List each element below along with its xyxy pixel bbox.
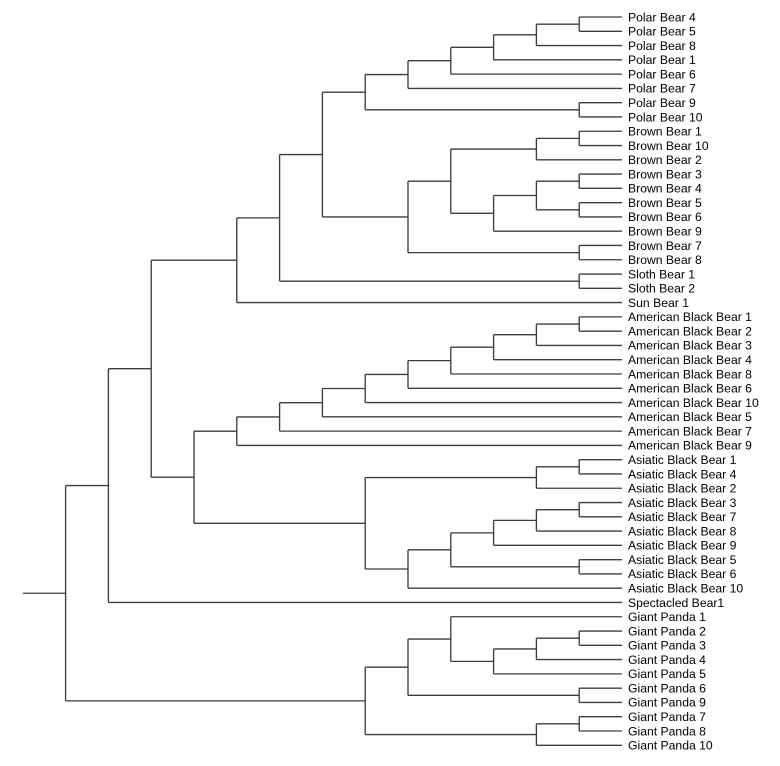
leaf-label: American Black Bear 5 — [628, 410, 752, 424]
leaf-label: Brown Bear 3 — [628, 167, 702, 181]
leaf-label: Brown Bear 1 — [628, 125, 702, 139]
leaf-label: Polar Bear 1 — [628, 53, 696, 67]
dendrogram-branches — [23, 16, 622, 746]
leaf-label: Asiatic Black Bear 9 — [628, 539, 737, 553]
leaf-label: Asiatic Black Bear 10 — [628, 582, 743, 596]
leaf-label: Giant Panda 10 — [628, 739, 713, 753]
leaf-label: Sloth Bear 2 — [628, 282, 695, 296]
leaf-label: American Black Bear 6 — [628, 382, 752, 396]
leaf-label: Giant Panda 1 — [628, 610, 706, 624]
leaf-label: Polar Bear 5 — [628, 25, 696, 39]
leaf-label: American Black Bear 8 — [628, 367, 752, 381]
leaf-label: American Black Bear 10 — [628, 396, 759, 410]
leaf-label: Giant Panda 2 — [628, 624, 706, 638]
leaf-label: Asiatic Black Bear 6 — [628, 567, 737, 581]
leaf-label: Polar Bear 6 — [628, 67, 696, 81]
leaf-label: Giant Panda 4 — [628, 653, 706, 667]
leaf-label: Asiatic Black Bear 7 — [628, 510, 737, 524]
leaf-label: Giant Panda 3 — [628, 639, 706, 653]
leaf-label: Spectacled Bear1 — [628, 596, 724, 610]
leaf-label: Brown Bear 9 — [628, 225, 702, 239]
leaf-label: Giant Panda 5 — [628, 667, 706, 681]
leaf-label: Brown Bear 7 — [628, 239, 702, 253]
leaf-label: Brown Bear 5 — [628, 196, 702, 210]
leaf-label: American Black Bear 4 — [628, 353, 752, 367]
leaf-label: Asiatic Black Bear 5 — [628, 553, 737, 567]
leaf-label: Asiatic Black Bear 1 — [628, 453, 737, 467]
leaf-label: Asiatic Black Bear 2 — [628, 482, 737, 496]
leaf-label: Giant Panda 6 — [628, 681, 706, 695]
leaf-label: Giant Panda 9 — [628, 696, 706, 710]
leaf-label: Brown Bear 10 — [628, 139, 709, 153]
leaf-label: Brown Bear 6 — [628, 210, 702, 224]
leaf-label: American Black Bear 2 — [628, 324, 752, 338]
leaf-label: Asiatic Black Bear 8 — [628, 524, 737, 538]
leaf-label: Giant Panda 7 — [628, 710, 706, 724]
leaf-label: Sloth Bear 1 — [628, 267, 695, 281]
leaf-label: American Black Bear 7 — [628, 424, 752, 438]
leaf-label: Sun Bear 1 — [628, 296, 689, 310]
leaf-label: Giant Panda 8 — [628, 724, 706, 738]
leaf-label: Brown Bear 2 — [628, 153, 702, 167]
leaf-label: Polar Bear 7 — [628, 82, 696, 96]
leaf-label: Brown Bear 8 — [628, 253, 702, 267]
leaf-label: Polar Bear 9 — [628, 96, 696, 110]
leaf-label: Polar Bear 8 — [628, 39, 696, 53]
leaf-label: American Black Bear 1 — [628, 310, 752, 324]
leaf-label: Asiatic Black Bear 3 — [628, 496, 737, 510]
leaf-label: American Black Bear 3 — [628, 339, 752, 353]
leaf-label: Polar Bear 10 — [628, 110, 703, 124]
leaf-label: Brown Bear 4 — [628, 182, 702, 196]
leaf-label: American Black Bear 9 — [628, 439, 752, 453]
leaf-label: Polar Bear 4 — [628, 10, 696, 24]
leaf-label: Asiatic Black Bear 4 — [628, 467, 737, 481]
